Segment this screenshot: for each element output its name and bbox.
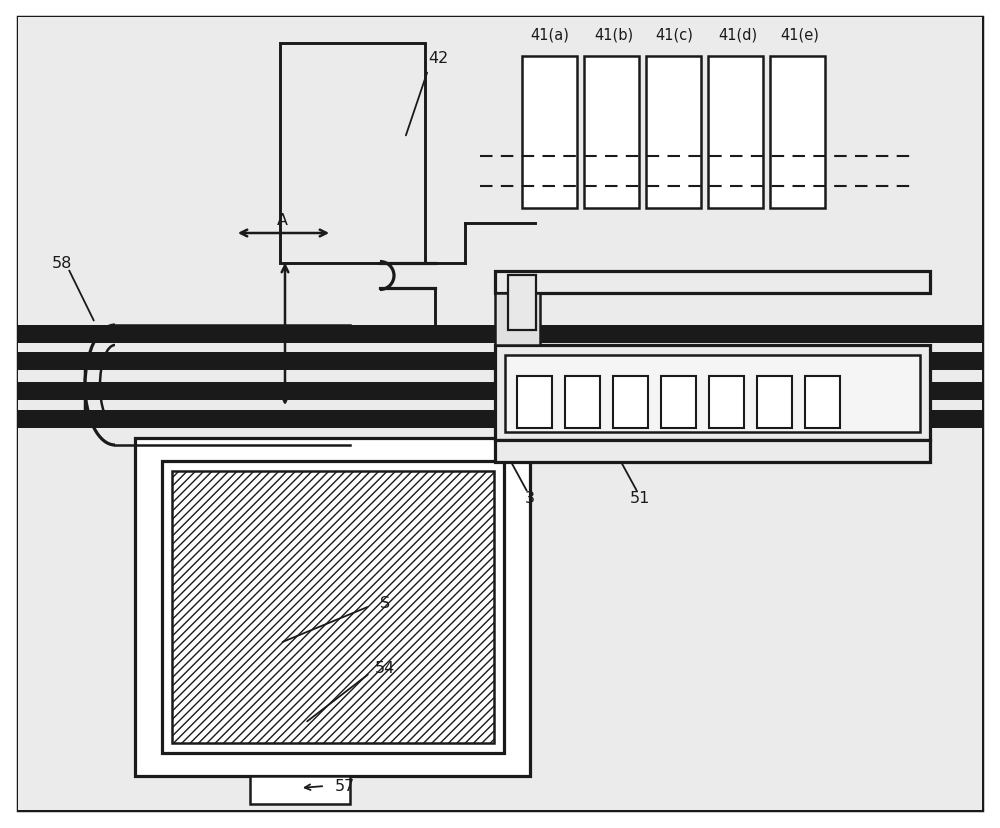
Bar [770, 57, 825, 209]
Bar [18, 325, 982, 344]
Bar [18, 353, 982, 371]
FancyBboxPatch shape [18, 18, 982, 383]
Bar [495, 294, 540, 345]
Text: A: A [277, 214, 288, 229]
Bar [584, 57, 639, 209]
Bar [565, 377, 600, 428]
FancyBboxPatch shape [18, 383, 982, 810]
Bar [661, 377, 696, 428]
Bar [250, 776, 350, 804]
Text: 41(e): 41(e) [781, 27, 819, 42]
Text: 51: 51 [630, 491, 650, 506]
Bar [505, 355, 920, 432]
Bar [135, 439, 530, 776]
Text: 57: 57 [335, 778, 355, 793]
Bar [517, 377, 552, 428]
Bar [508, 276, 536, 330]
Text: S: S [380, 596, 390, 611]
Bar [805, 377, 840, 428]
Bar [613, 377, 648, 428]
FancyBboxPatch shape [18, 18, 982, 810]
Bar [708, 57, 763, 209]
Bar [172, 471, 494, 743]
Bar [18, 411, 982, 428]
Bar [495, 345, 930, 440]
Bar [495, 272, 930, 294]
Text: 58: 58 [52, 256, 72, 272]
Text: 41(d): 41(d) [718, 27, 758, 42]
Text: 3: 3 [525, 491, 535, 506]
Text: 42: 42 [428, 51, 448, 66]
Bar [522, 57, 577, 209]
Text: 41(a): 41(a) [531, 27, 569, 42]
Bar [162, 461, 504, 753]
Text: 54: 54 [375, 661, 395, 676]
Bar [495, 440, 930, 463]
Bar [18, 383, 982, 401]
Text: 41(b): 41(b) [594, 27, 634, 42]
Text: 41(c): 41(c) [655, 27, 693, 42]
Bar [646, 57, 701, 209]
Bar [757, 377, 792, 428]
Text: B: B [260, 326, 271, 341]
Bar [709, 377, 744, 428]
Bar [280, 44, 425, 263]
